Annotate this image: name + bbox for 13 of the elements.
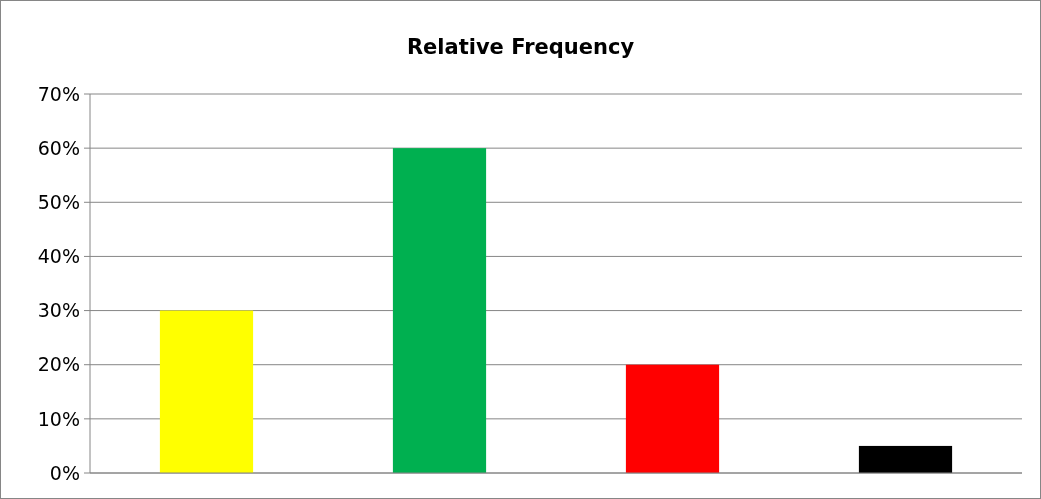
bar — [625, 364, 720, 473]
y-tick-label: 70% — [37, 82, 80, 105]
y-tick-label: 40% — [37, 245, 80, 268]
y-tick-label: 50% — [37, 190, 80, 213]
bar — [159, 310, 254, 473]
bar — [392, 148, 487, 473]
y-tick-label: 10% — [37, 407, 80, 430]
chart-title: Relative Frequency — [406, 35, 635, 59]
y-tick-label: 0% — [49, 461, 80, 484]
y-tick-label: 60% — [37, 136, 80, 159]
y-tick-label: 20% — [37, 353, 80, 376]
bar — [858, 445, 953, 473]
y-tick-label: 30% — [37, 299, 80, 322]
